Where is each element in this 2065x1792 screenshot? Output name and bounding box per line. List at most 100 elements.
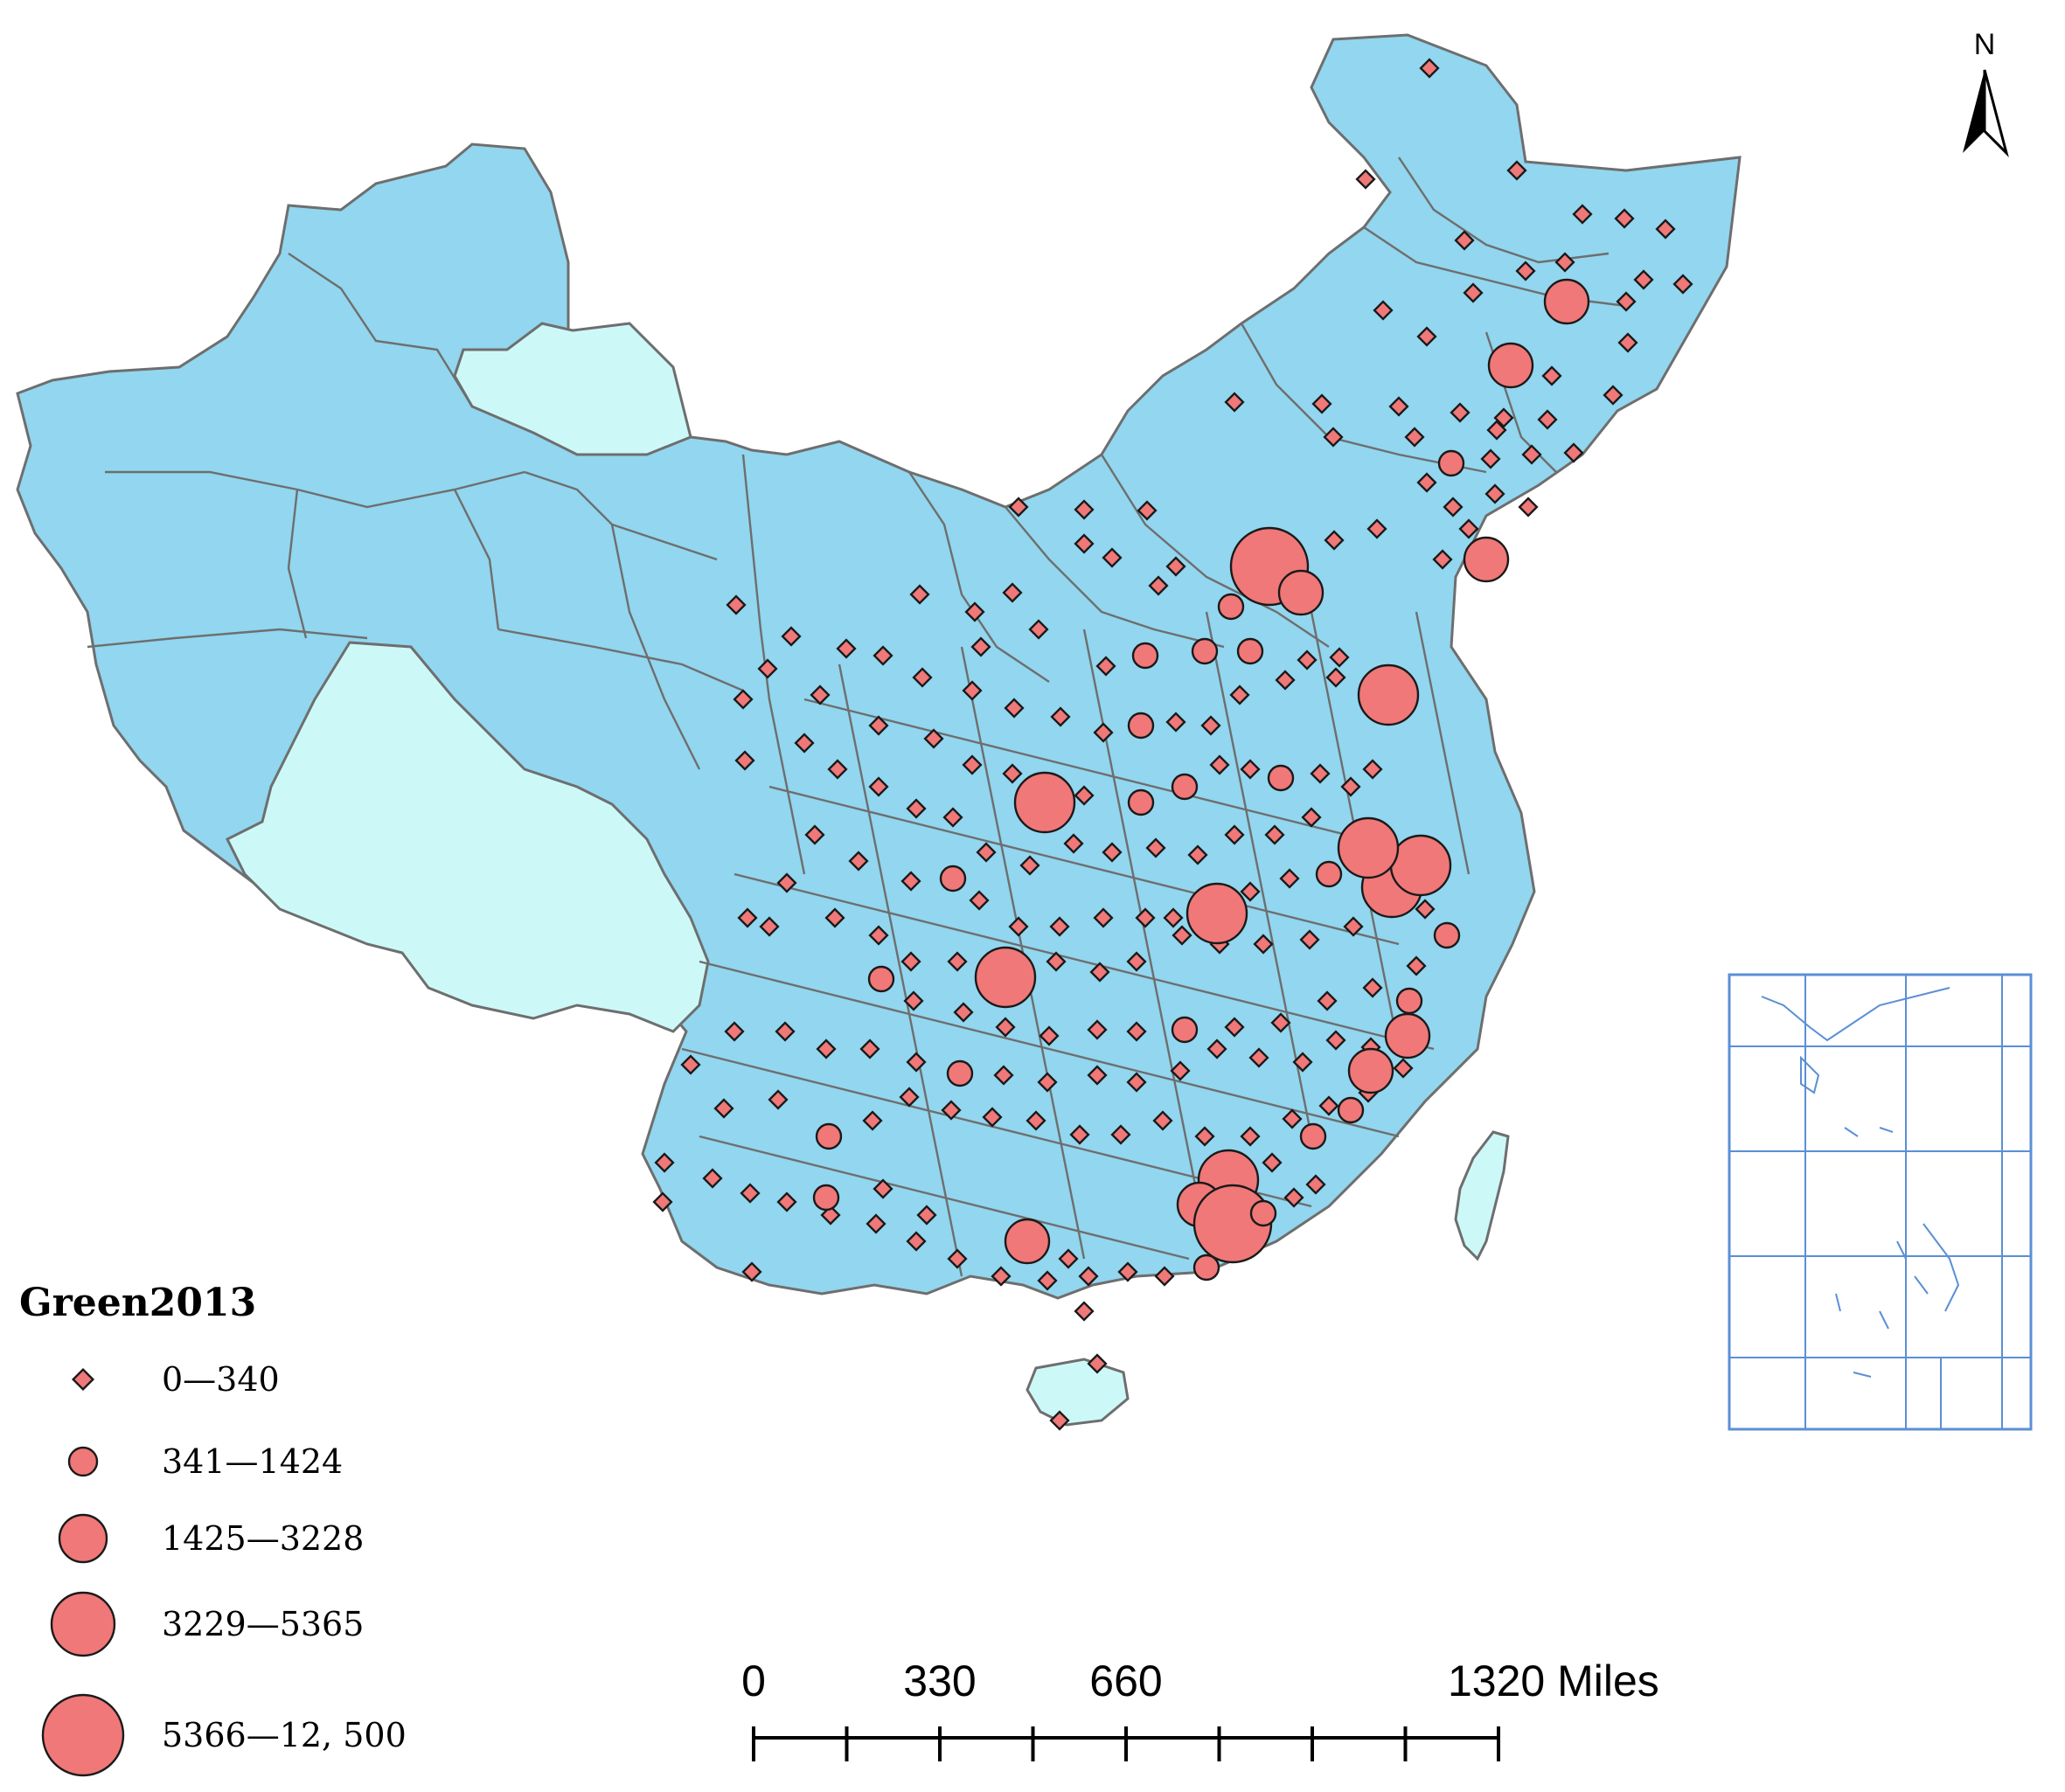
map-symbol-small: [1037, 1072, 1058, 1093]
map-symbol-small: [1087, 1019, 1108, 1040]
map-symbol-small: [923, 728, 944, 749]
map-symbol-class-4: [1357, 663, 1420, 726]
map-symbol-small: [1224, 1017, 1245, 1038]
map-symbol-small: [962, 754, 983, 775]
map-symbol-small: [781, 626, 802, 647]
map-symbol-small: [1248, 1047, 1269, 1068]
map-symbol-small: [1026, 1110, 1046, 1131]
legend-symbol-1: [71, 1367, 95, 1392]
map-symbol-small: [866, 1213, 886, 1234]
map-symbol-small: [900, 871, 921, 892]
map-symbol-small: [1253, 934, 1274, 955]
legend-label-5: 5366—12, 500: [162, 1716, 407, 1754]
map-symbol-small: [1454, 230, 1475, 251]
map-symbol-small: [1126, 1021, 1147, 1042]
map-symbol-small: [768, 1089, 789, 1110]
map-symbol-class-2: [1171, 1016, 1199, 1044]
map-symbol-small: [962, 680, 983, 701]
map-symbol-small: [1063, 833, 1084, 854]
scale-label-330: 330: [903, 1657, 976, 1705]
map-symbol-small: [1095, 656, 1116, 677]
map-symbol-small: [1152, 1110, 1173, 1131]
map-symbol-small: [1554, 252, 1575, 273]
legend-label-2: 341—1424: [162, 1442, 343, 1481]
scale-bar: 0 330 660 1320 Miles: [741, 1657, 1659, 1761]
map-symbol-small: [1110, 1124, 1131, 1145]
map-symbol-small: [1275, 670, 1296, 691]
map-symbol-small: [1572, 204, 1593, 225]
map-symbol-small: [859, 1038, 880, 1059]
map-symbol-class-2: [815, 1122, 843, 1150]
proportional-symbols: [652, 58, 1693, 1431]
map-symbol-small: [1039, 1025, 1060, 1046]
map-symbol-small: [906, 1231, 927, 1252]
map-symbol-small: [1163, 907, 1184, 928]
map-symbol-small: [1318, 1095, 1339, 1116]
map-symbol-small: [741, 1261, 762, 1282]
map-symbol-small: [1292, 1052, 1313, 1073]
map-symbol-class-3: [1347, 1047, 1394, 1094]
map-symbol-small: [1126, 1072, 1147, 1093]
map-symbol-small: [1443, 497, 1464, 517]
map-symbol-small: [976, 842, 997, 863]
map-symbol-class-2: [867, 965, 895, 993]
legend-label-3: 1425—3228: [162, 1519, 364, 1558]
map-symbol-small: [1074, 499, 1095, 520]
map-symbol-small: [912, 667, 933, 688]
map-symbol-small: [1002, 763, 1023, 784]
map-symbol-small: [1074, 785, 1095, 806]
map-symbol-small: [836, 638, 857, 659]
map-symbol-class-3: [1543, 278, 1590, 325]
map-symbol-small: [1655, 219, 1676, 240]
map-symbol-small: [1325, 667, 1346, 688]
map-symbol-small: [827, 759, 848, 780]
scale-label-660: 660: [1089, 1657, 1162, 1705]
country-map: [16, 33, 1742, 1427]
map-symbol-small: [1004, 698, 1025, 719]
map-symbol-class-2: [1171, 773, 1199, 801]
map-symbol-small: [1362, 977, 1383, 998]
map-symbol-small: [1432, 549, 1453, 570]
map-symbol-class-2: [1395, 987, 1423, 1015]
map-symbol-small: [1305, 1174, 1326, 1195]
map-symbol-small: [1486, 420, 1507, 441]
china-mainland: [16, 33, 1742, 1300]
map-symbol-small: [1279, 868, 1300, 889]
map-symbol-small: [969, 890, 990, 911]
map-symbol-small: [1493, 407, 1514, 428]
map-symbol-class-2: [1127, 712, 1155, 740]
map-symbol-small: [1049, 916, 1070, 937]
map-symbol-class-2: [1337, 1096, 1365, 1124]
map-symbol-small: [916, 1205, 937, 1226]
map-symbol-small: [1563, 442, 1584, 463]
map-symbol-small: [1008, 497, 1029, 517]
map-symbol-small: [726, 594, 747, 615]
map-symbol-small: [1224, 392, 1245, 413]
map-symbol-small: [1415, 899, 1436, 920]
map-symbol-small: [1200, 715, 1221, 736]
map-symbol-small: [1224, 824, 1245, 845]
map-symbol-class-4: [1337, 816, 1400, 879]
map-symbol-small: [713, 1098, 734, 1119]
map-symbol-class-2: [1267, 764, 1295, 792]
map-symbol-class-4: [1185, 882, 1248, 945]
map-symbol-small: [776, 872, 797, 893]
map-symbol-small: [1329, 647, 1350, 668]
map-symbol-small: [1521, 444, 1542, 465]
map-symbol-small: [1393, 1058, 1414, 1079]
map-symbol-small: [1102, 547, 1123, 568]
map-symbol-small: [1541, 365, 1562, 386]
legend-title: Green2013: [19, 1281, 256, 1325]
map-symbol-small: [909, 584, 930, 605]
map-symbol-small: [1074, 533, 1095, 554]
map-symbol-small: [733, 689, 754, 710]
map-symbol-small: [873, 1178, 893, 1199]
map-symbol-small: [1270, 1012, 1291, 1033]
map-symbol-small: [970, 636, 991, 657]
map-symbol-small: [1148, 575, 1169, 596]
map-symbol-class-2: [1236, 637, 1264, 665]
map-symbol-small: [810, 684, 831, 705]
map-symbol-small: [899, 1087, 920, 1108]
map-symbol-small: [862, 1110, 883, 1131]
map-symbol-small: [1089, 962, 1110, 983]
